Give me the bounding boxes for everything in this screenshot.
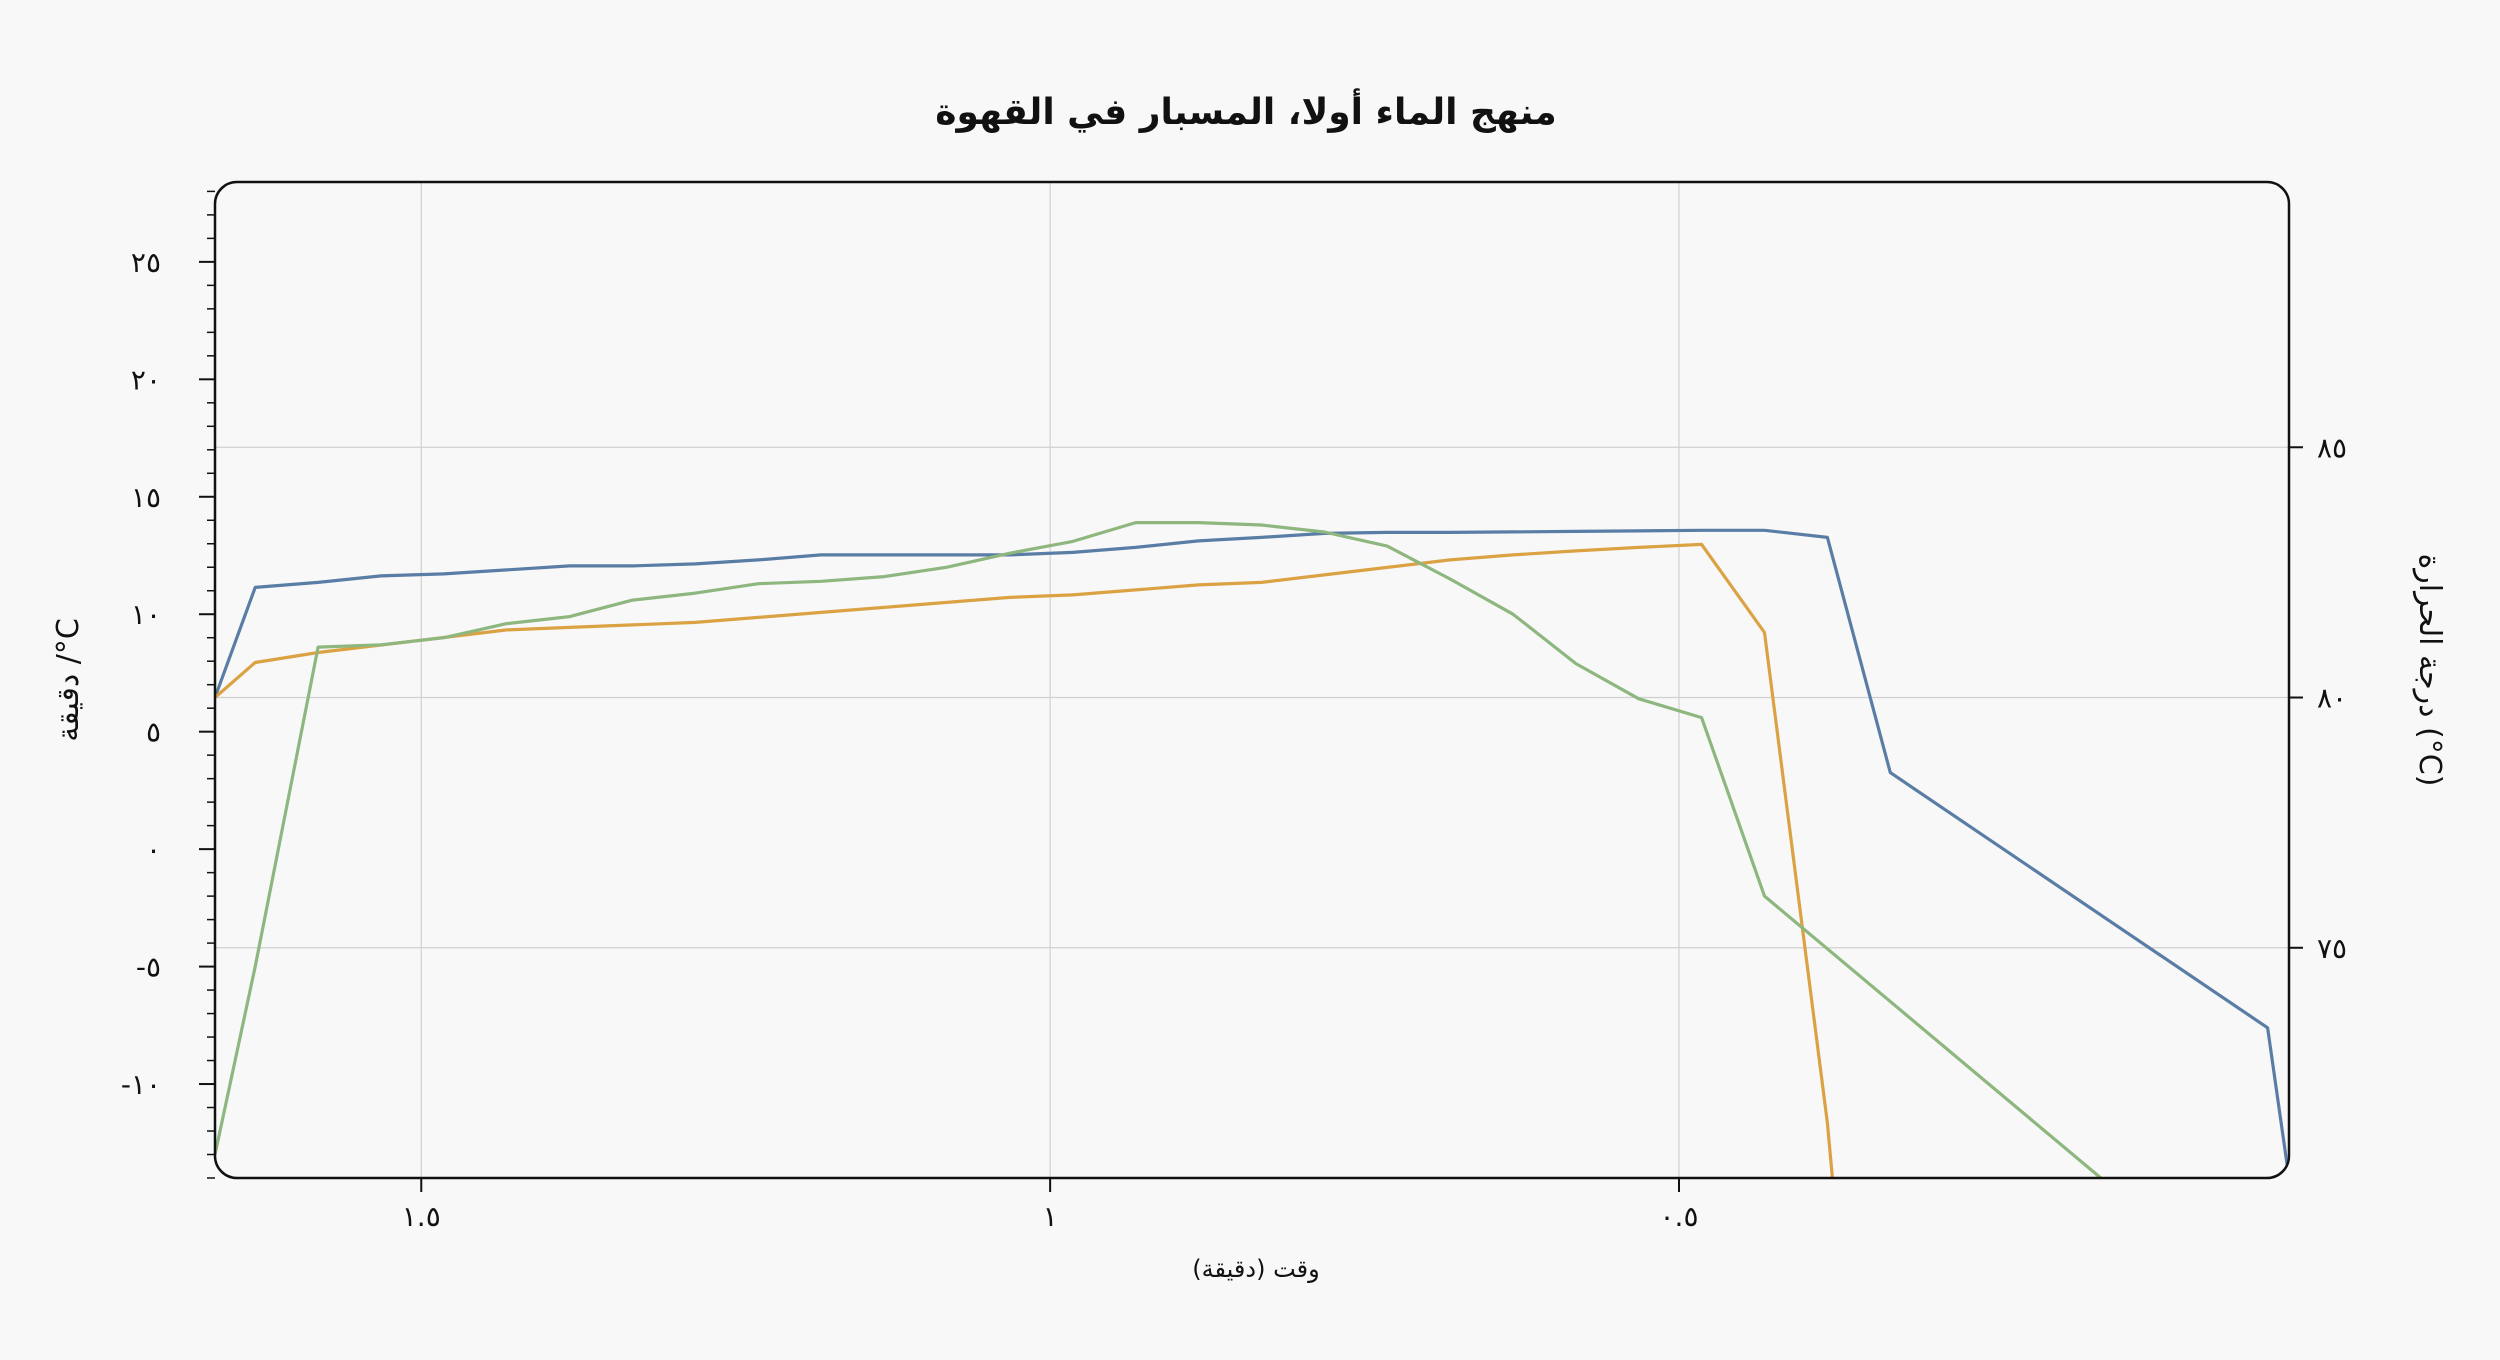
y-axis-right: ٨٥ ٨٠ ٧٥ xyxy=(2289,431,2347,965)
chart-title: منهج الماء أولا، المسبار في القهوة xyxy=(935,88,1556,133)
x-axis-label: وقت (دقيقة) xyxy=(1192,1255,1319,1283)
y-left-tick-label: ٠ xyxy=(146,833,161,866)
y-right-tick-label: ٨٠ xyxy=(2317,682,2347,715)
y-left-tick-label: -١٠ xyxy=(121,1068,161,1101)
y-left-tick-label: ١٠ xyxy=(131,598,161,631)
y-right-tick-label: ٨٥ xyxy=(2317,431,2347,464)
series-line-1 xyxy=(215,528,2289,1178)
x-tick-label: ٠.٥ xyxy=(1660,1200,1699,1233)
y-left-tick-label: ٥ xyxy=(146,716,161,749)
y-axis-right-label: درجة الحرارة (°C) xyxy=(2412,554,2447,787)
plot-frame xyxy=(213,180,2291,1180)
series-line-3 xyxy=(215,520,2270,1178)
y-left-tick-label: ٢٥ xyxy=(131,246,161,279)
y-left-tick-label: ٢٠ xyxy=(131,363,161,396)
series-line-2 xyxy=(215,542,1834,1178)
x-tick-label: ١ xyxy=(1043,1200,1058,1233)
y-right-tick-label: ٧٥ xyxy=(2317,932,2347,965)
y-axis-left: ٢٥ ٢٠ ١٥ ١٠ ٥ ٠ -٥ -١٠ xyxy=(121,190,215,1179)
y-axis-left-label: دقيقة /°C xyxy=(51,618,86,742)
grid-lines xyxy=(215,182,2289,1178)
series-group xyxy=(215,520,2289,1178)
x-axis: ١.٥ ١ ٠.٥ xyxy=(402,1178,1699,1233)
y-left-tick-label: -٥ xyxy=(136,951,161,984)
x-tick-label: ١.٥ xyxy=(402,1200,441,1233)
y-left-tick-label: ١٥ xyxy=(131,481,161,514)
